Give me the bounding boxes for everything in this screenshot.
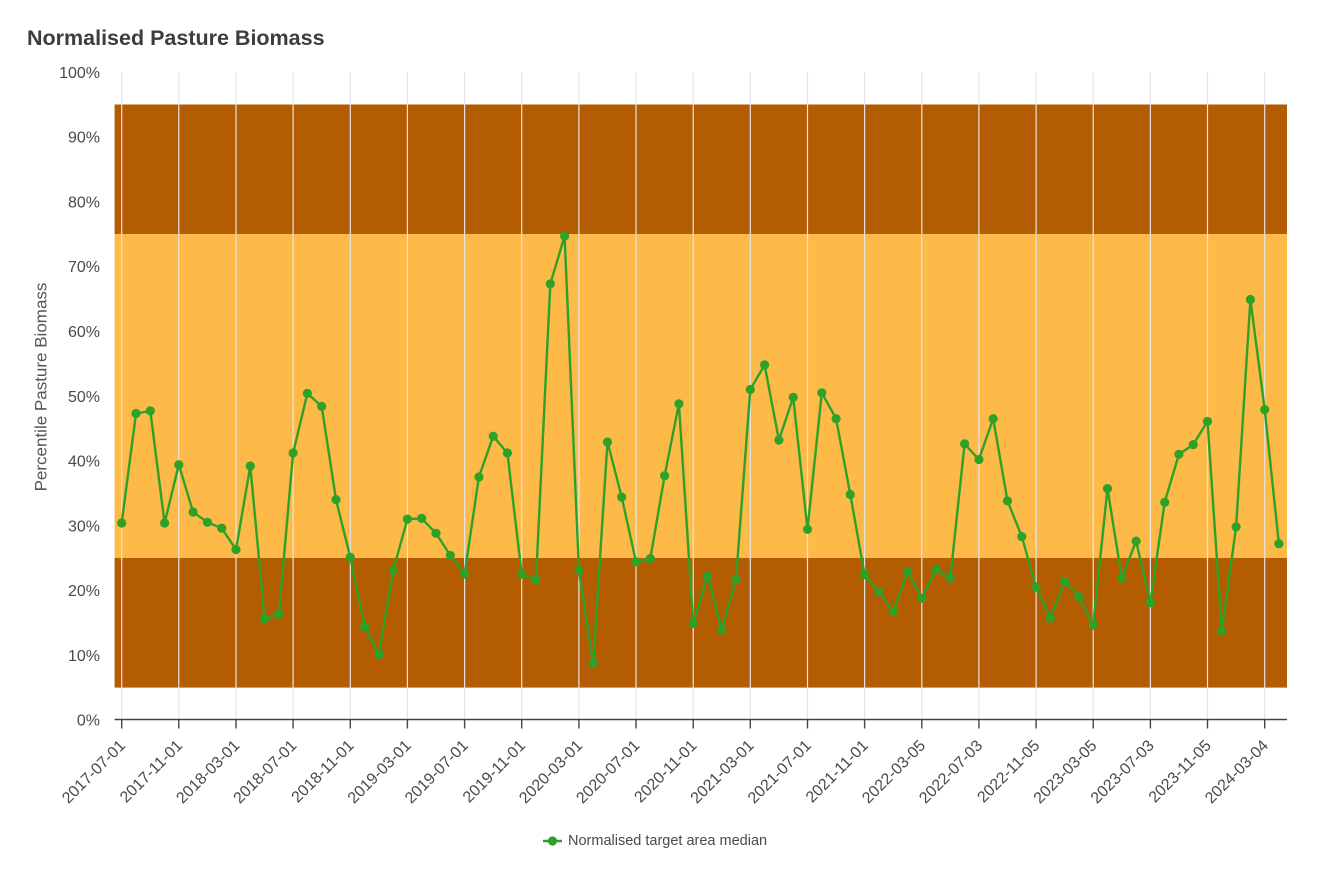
svg-text:50%: 50% xyxy=(68,389,100,406)
svg-text:60%: 60% xyxy=(68,324,100,341)
svg-text:20%: 20% xyxy=(68,583,100,600)
svg-text:Percentile Pasture Biomass: Percentile Pasture Biomass xyxy=(32,283,51,492)
svg-text:40%: 40% xyxy=(68,454,100,471)
svg-text:100%: 100% xyxy=(59,65,100,82)
svg-text:10%: 10% xyxy=(68,648,100,665)
svg-text:90%: 90% xyxy=(68,130,100,147)
svg-text:30%: 30% xyxy=(68,518,100,535)
svg-text:70%: 70% xyxy=(68,259,100,276)
svg-text:80%: 80% xyxy=(68,195,100,212)
svg-text:0%: 0% xyxy=(77,713,100,730)
svg-text:Normalised Pasture Biomass: Normalised Pasture Biomass xyxy=(27,26,325,50)
svg-text:Normalised target area median: Normalised target area median xyxy=(568,833,767,849)
